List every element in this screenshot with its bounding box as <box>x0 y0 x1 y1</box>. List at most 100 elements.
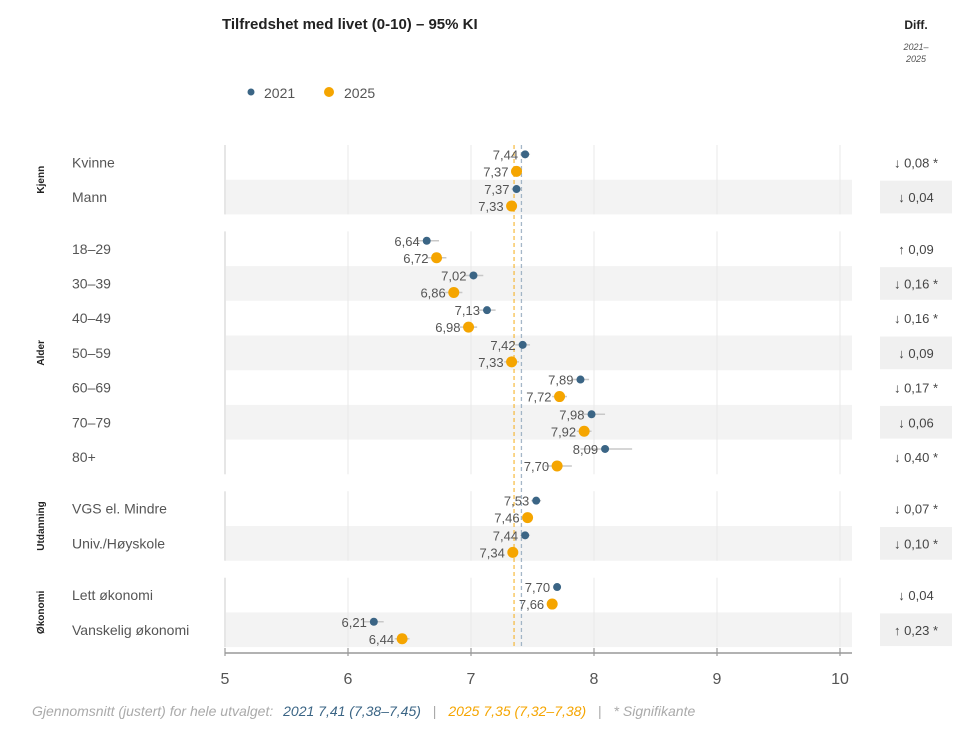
value-label-2021: 6,64 <box>394 234 419 249</box>
group-label: Kjenn <box>36 166 47 194</box>
value-label-2021: 6,21 <box>342 615 367 630</box>
value-label-2021: 7,42 <box>490 338 515 353</box>
row-band <box>225 335 852 371</box>
row-label: Mann <box>72 189 107 205</box>
point-2025 <box>546 598 558 610</box>
legend-label-2021: 2021 <box>264 85 295 101</box>
diff-band <box>880 336 952 370</box>
diff-value: ↓ 0,07 * <box>894 502 938 517</box>
diff-value: ↓ 0,16 * <box>894 311 938 326</box>
group-label: Alder <box>36 340 47 366</box>
row-band <box>225 612 852 648</box>
diff-value: ↓ 0,40 * <box>894 450 938 465</box>
value-label-2025: 7,72 <box>526 390 551 405</box>
point-2021 <box>422 236 431 245</box>
value-label-2025: 7,34 <box>480 545 505 560</box>
value-label-2025: 7,37 <box>483 164 508 179</box>
value-label-2025: 7,92 <box>551 424 576 439</box>
footer-prefix: Gjennomsnitt (justert) for hele utvalget… <box>32 703 273 719</box>
point-2025 <box>506 200 518 212</box>
point-2025 <box>507 546 519 558</box>
value-label-2021: 7,70 <box>525 580 550 595</box>
point-2021 <box>587 410 596 419</box>
legend-marker-2025 <box>324 87 334 97</box>
value-label-2021: 7,44 <box>493 528 518 543</box>
footer-separator: | <box>598 703 602 719</box>
x-tick-label: 8 <box>590 671 599 688</box>
value-label-2021: 7,98 <box>559 407 584 422</box>
point-2025 <box>511 165 523 177</box>
value-label-2025: 7,70 <box>524 459 549 474</box>
row-label: 70–79 <box>72 414 111 430</box>
point-2021 <box>482 306 491 315</box>
diff-header: Diff. <box>904 18 927 32</box>
row-label: 30–39 <box>72 275 111 291</box>
legend: 2021 2025 <box>247 85 375 101</box>
diff-value: ↓ 0,17 * <box>894 381 938 396</box>
x-tick-label: 9 <box>713 671 722 688</box>
x-tick-label: 6 <box>344 671 353 688</box>
row-label: 18–29 <box>72 241 111 257</box>
value-label-2021: 8,09 <box>573 442 598 457</box>
diff-value: ↓ 0,06 <box>898 415 933 430</box>
point-2021 <box>532 496 541 505</box>
row-label: 60–69 <box>72 380 111 396</box>
footer-separator: | <box>433 703 437 719</box>
value-label-2025: 7,46 <box>494 511 519 526</box>
point-2025 <box>448 286 460 298</box>
diff-value: ↓ 0,09 <box>898 346 933 361</box>
value-label-2025: 7,66 <box>519 597 544 612</box>
point-2025 <box>463 321 475 333</box>
footer: Gjennomsnitt (justert) for hele utvalget… <box>32 703 695 719</box>
point-2025 <box>396 633 408 645</box>
point-2025 <box>578 425 590 437</box>
point-2021 <box>553 583 562 592</box>
row-label: 40–49 <box>72 310 111 326</box>
diff-value: ↓ 0,04 <box>898 190 933 205</box>
x-tick-label: 5 <box>221 671 230 688</box>
point-2025 <box>506 356 518 368</box>
diff-value: ↑ 0,23 * <box>894 623 938 638</box>
row-label: Vanskelig økonomi <box>72 622 189 638</box>
point-2021 <box>576 375 585 384</box>
point-2025 <box>554 391 566 403</box>
point-2025 <box>551 460 563 472</box>
point-2021 <box>369 617 378 626</box>
footer-note: * Signifikante <box>614 703 696 719</box>
value-label-2021: 7,37 <box>484 182 509 197</box>
group-label: Utdanning <box>36 501 47 550</box>
row-label: Lett økonomi <box>72 587 153 603</box>
point-2021 <box>521 150 530 159</box>
row-label: VGS el. Mindre <box>72 501 167 517</box>
value-label-2025: 6,44 <box>369 632 394 647</box>
legend-label-2025: 2025 <box>344 85 375 101</box>
value-label-2025: 6,72 <box>403 251 428 266</box>
point-2021 <box>518 340 527 349</box>
diff-value: ↓ 0,04 <box>898 588 933 603</box>
x-tick-label: 7 <box>467 671 476 688</box>
diff-band <box>880 405 952 439</box>
diff-value: ↓ 0,08 * <box>894 155 938 170</box>
point-2021 <box>521 531 530 540</box>
diff-subheader-line2: 2025 <box>905 54 927 64</box>
point-2021 <box>512 185 521 194</box>
diff-band <box>880 527 952 560</box>
x-tick-label: 10 <box>831 671 849 688</box>
point-2025 <box>431 252 443 264</box>
row-band <box>225 266 852 301</box>
diff-band <box>880 613 952 647</box>
diff-value: ↓ 0,16 * <box>894 276 938 291</box>
legend-marker-2021 <box>247 88 255 96</box>
value-label-2025: 6,86 <box>420 285 445 300</box>
row-label: Univ./Høyskole <box>72 535 165 551</box>
value-label-2025: 7,33 <box>478 355 503 370</box>
row-band <box>225 179 852 215</box>
diff-band <box>880 267 952 300</box>
value-label-2021: 7,53 <box>504 494 529 509</box>
diff-band <box>880 180 952 214</box>
diff-value: ↓ 0,10 * <box>894 536 938 551</box>
row-label: 50–59 <box>72 345 111 361</box>
value-label-2021: 7,89 <box>548 373 573 388</box>
footer-mean-2025: 2025 7,35 (7,32–7,38) <box>447 703 586 719</box>
chart-title: Tilfredshet med livet (0-10) – 95% KI <box>222 16 478 33</box>
